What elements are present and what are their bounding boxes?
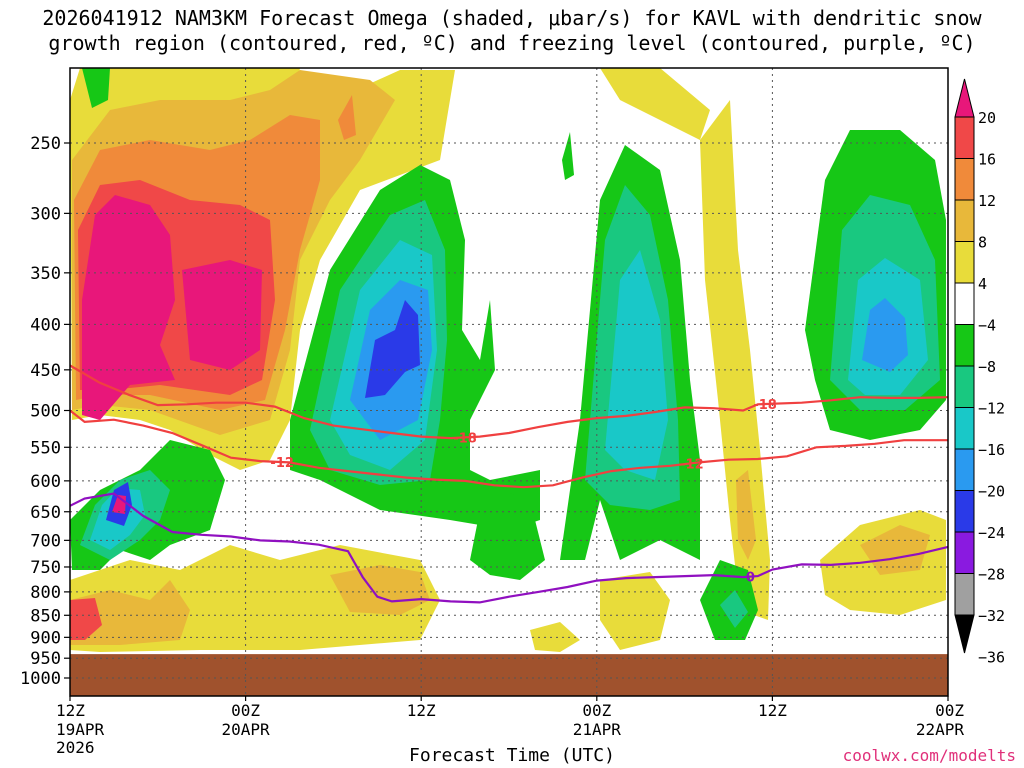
colorbar-label: −28: [978, 566, 1005, 584]
omega-gold-lower-2: [330, 565, 430, 615]
contour-line-1: [69, 409, 948, 489]
y-tick-label: 350: [30, 264, 61, 284]
omega-yellow-lower-mid: [530, 622, 580, 652]
omega-magenta-core-2: [182, 260, 262, 370]
omega-red-lower: [70, 598, 102, 640]
omega-shading-layer: [70, 68, 946, 652]
omega-orange-spot: [338, 95, 356, 140]
x-tick-label: 12Z: [407, 701, 436, 720]
colorbar-label: −36: [978, 649, 1005, 667]
y-tick-label: 400: [30, 315, 61, 335]
y-tick-label: 650: [30, 503, 61, 523]
omega-yellow-lower-right: [600, 572, 670, 650]
colorbar-label: −12: [978, 400, 1005, 418]
x-tick-label: 21APR: [573, 720, 622, 739]
y-tick-label: 800: [30, 583, 61, 603]
y-tick-label: 600: [30, 472, 61, 492]
omega-lightblue-blob-5: [862, 298, 908, 372]
x-tick-label: 00Z: [231, 701, 260, 720]
colorbar-swatch: [954, 116, 975, 159]
x-tick-label: 12Z: [56, 701, 85, 720]
contour-label-1-0: -12: [270, 456, 294, 471]
colorbar-swatch: [954, 490, 975, 533]
colorbar-arrow-top: [954, 78, 975, 118]
x-axis-title: Forecast Time (UTC): [409, 745, 615, 766]
omega-gold-lower: [70, 580, 190, 645]
credit-link[interactable]: coolwx.com/modelts: [842, 746, 1016, 765]
omega-gold-strip-right: [736, 470, 756, 560]
contour-label-2-0: 0: [746, 571, 755, 586]
omega-cyan-blob-2: [605, 250, 668, 480]
colorbar-label: −16: [978, 441, 1005, 459]
y-tick-label: 700: [30, 531, 61, 551]
colorbar-arrow-bottom: [954, 614, 975, 654]
colorbar-label: −8: [978, 358, 996, 376]
omega-green-blob-3: [470, 490, 545, 580]
contour-label-1-1: -12: [680, 457, 704, 472]
colorbar-label: 8: [978, 234, 987, 252]
contour-line-2: [69, 492, 949, 604]
colorbar-label: 20: [978, 109, 996, 127]
y-tick-label: 250: [30, 134, 61, 154]
y-tick-label: 850: [30, 606, 61, 626]
colorbar-label: −24: [978, 524, 1005, 542]
colorbar-swatch: [954, 448, 975, 491]
grid-lines: [70, 68, 948, 696]
x-tick-label: 12Z: [758, 701, 787, 720]
contour-lines: -18 -18 -12 -12 0: [69, 364, 949, 604]
contour-label-0-0: -18: [453, 431, 477, 446]
y-tick-label: 450: [30, 361, 61, 381]
colorbar-label: −32: [978, 607, 1005, 625]
x-tick-label: 20APR: [222, 720, 271, 739]
omega-magenta-core: [82, 195, 175, 420]
ground-level-fill: [70, 654, 948, 696]
omega-yellow-top-right: [600, 68, 710, 140]
y-tick-label: 900: [30, 628, 61, 648]
colorbar: 20 16 12 8 4 −4 −8 −12 −16 −20 −24 −28 −32 −36: [954, 78, 1005, 667]
colorbar-swatch: [954, 199, 975, 242]
x-tick-label: 00Z: [935, 701, 964, 720]
colorbar-swatch: [954, 158, 975, 201]
chart-title-line-2: growth region (contoured, red, ºC) and f…: [48, 31, 976, 55]
chart-title-line-1: 2026041912 NAM3KM Forecast Omega (shaded…: [42, 6, 982, 30]
y-tick-label: 750: [30, 558, 61, 578]
colorbar-swatch: [954, 573, 975, 616]
omega-green-small: [562, 132, 574, 180]
colorbar-swatch: [954, 531, 975, 574]
colorbar-swatch: [954, 324, 975, 367]
plot-frame: [69, 67, 949, 697]
y-axis: 2503003504004505005506006507007508008509…: [20, 134, 70, 689]
contour-line-0: [69, 364, 949, 440]
colorbar-label: 16: [978, 151, 996, 169]
x-tick-label: 19APR: [56, 720, 105, 739]
omega-teal-blob-4: [720, 590, 748, 628]
colorbar-label: 4: [978, 275, 987, 293]
colorbar-swatch: [954, 365, 975, 408]
x-tick-label: 2026: [56, 738, 95, 757]
y-tick-label: 1000: [20, 669, 61, 689]
y-tick-label: 300: [30, 204, 61, 224]
y-tick-label: 550: [30, 438, 61, 458]
colorbar-label: 12: [978, 192, 996, 210]
omega-green-top: [82, 68, 110, 108]
colorbar-label: −20: [978, 483, 1005, 501]
x-tick-label: 22APR: [916, 720, 965, 739]
y-tick-label: 500: [30, 402, 61, 422]
colorbar-label: −4: [978, 317, 996, 335]
omega-yellow-strip-right: [700, 100, 770, 620]
colorbar-swatch: [954, 407, 975, 450]
omega-gold-lower-right-2: [860, 525, 930, 575]
x-tick-label: 00Z: [582, 701, 611, 720]
colorbar-swatch: [954, 241, 975, 284]
colorbar-swatch: [954, 282, 975, 325]
contour-label-0-1: -18: [753, 398, 777, 413]
y-tick-label: 950: [30, 649, 61, 669]
